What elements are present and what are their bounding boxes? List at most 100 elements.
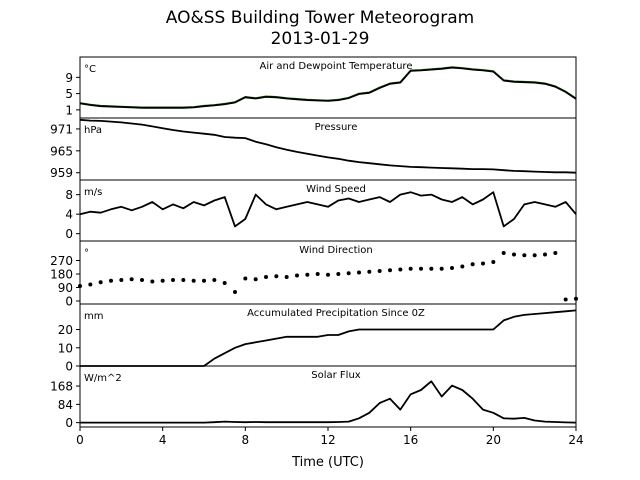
panel-temperature: 1 5 9 Air and Dewpoint Temperature °C: [65, 56, 577, 119]
panel-unit-label: °C: [84, 64, 96, 75]
panel-title: Accumulated Precipitation Since 0Z: [247, 308, 425, 319]
data-point: [202, 278, 206, 283]
data-point: [284, 275, 289, 279]
y-tick-label: 84: [58, 398, 73, 412]
y-tick-label: 9: [65, 71, 73, 85]
y-tick-label: 965: [50, 144, 73, 158]
panel-precipitation: 0 10 20 Accumulated Precipitation Since 0Z m…: [58, 303, 577, 374]
panel-wind-speed: 0 4 8 Wind Speed m/s: [65, 179, 577, 242]
series-line: [79, 118, 577, 174]
data-point: [295, 273, 299, 278]
data-point: [439, 266, 444, 271]
data-point: [109, 278, 113, 283]
chart-title: AO&SS Building Tower Meteorogram: [165, 8, 475, 28]
data-point: [543, 252, 547, 257]
data-point: [460, 264, 465, 269]
y-tick-label: 180: [50, 268, 73, 282]
data-point: [522, 253, 527, 258]
panel-unit-label: m/s: [84, 187, 102, 198]
data-point: [512, 252, 516, 257]
panel-solar-flux: 0 84 168 Solar Flux W/m^2: [50, 365, 577, 430]
data-point: [481, 261, 485, 266]
data-point: [553, 251, 558, 255]
data-point: [470, 262, 475, 267]
data-point: [574, 296, 578, 301]
series-line: [80, 380, 577, 424]
y-tick-label: 971: [50, 122, 73, 136]
data-point: [212, 278, 217, 282]
data-point: [419, 266, 423, 271]
x-tick-label: 8: [242, 433, 250, 447]
panel-title: Air and Dewpoint Temperature: [260, 61, 413, 72]
data-point: [233, 290, 237, 294]
series-line: [79, 191, 577, 228]
y-tick-label: 20: [58, 323, 73, 337]
data-point: [450, 266, 454, 270]
y-tick-label: 4: [65, 208, 73, 222]
y-tick-label: 8: [65, 188, 73, 202]
data-point: [429, 266, 434, 271]
data-point: [264, 275, 268, 279]
data-point: [253, 277, 258, 282]
data-point: [274, 274, 279, 279]
data-point: [98, 280, 103, 285]
panel-title: Solar Flux: [311, 370, 361, 381]
data-point: [388, 268, 392, 273]
panel-pressure: 959 965 971 Pressure hPa: [50, 117, 577, 181]
panel-title: Wind Speed: [306, 184, 366, 195]
data-point: [563, 297, 568, 302]
data-point: [336, 272, 341, 276]
data-point: [398, 267, 403, 272]
data-point: [377, 269, 382, 273]
panel-title: Pressure: [315, 122, 358, 133]
data-point: [367, 269, 372, 274]
data-point: [305, 272, 310, 277]
x-tick-label: 4: [159, 433, 167, 447]
data-point: [408, 266, 413, 271]
data-point: [160, 278, 165, 283]
data-point: [222, 281, 227, 285]
data-point: [191, 278, 196, 283]
data-point: [129, 277, 134, 282]
data-point: [501, 251, 506, 255]
data-point: [357, 270, 361, 275]
data-point: [150, 279, 155, 284]
data-point: [346, 271, 351, 276]
x-tick-label: 0: [76, 433, 84, 447]
data-point: [532, 253, 537, 258]
x-tick-label: 20: [486, 433, 501, 447]
data-point: [140, 278, 144, 282]
y-tick-label: 90: [58, 281, 73, 295]
y-tick-label: 0: [65, 416, 73, 430]
data-point: [171, 278, 175, 282]
data-point: [243, 276, 248, 281]
data-point: [326, 272, 330, 277]
series-line: [79, 66, 577, 109]
data-point: [491, 260, 496, 264]
x-tick-label: 24: [568, 433, 583, 447]
y-tick-label: 0: [65, 227, 73, 241]
x-tick-label: 12: [320, 433, 335, 447]
panel-title: Wind Direction: [299, 245, 373, 256]
panel-unit-label: mm: [84, 311, 103, 322]
panel-unit-label: °: [84, 248, 89, 259]
y-tick-label: 1: [65, 103, 73, 117]
panel-unit-label: hPa: [84, 125, 102, 136]
y-tick-label: 168: [50, 380, 73, 394]
y-tick-label: 0: [65, 295, 73, 309]
data-point: [88, 282, 93, 287]
y-tick-label: 10: [58, 341, 73, 355]
y-tick-label: 270: [50, 254, 73, 268]
panel-unit-label: W/m^2: [84, 373, 122, 384]
data-point: [181, 278, 186, 282]
data-point: [119, 278, 124, 282]
y-tick-label: 0: [65, 360, 73, 374]
y-tick-label: 5: [65, 87, 73, 101]
x-axis-label: Time (UTC): [291, 455, 364, 470]
chart-subtitle: 2013-01-29: [270, 29, 370, 49]
y-tick-label: 959: [50, 166, 73, 180]
data-point: [315, 272, 320, 276]
x-tick-label: 16: [403, 433, 418, 447]
